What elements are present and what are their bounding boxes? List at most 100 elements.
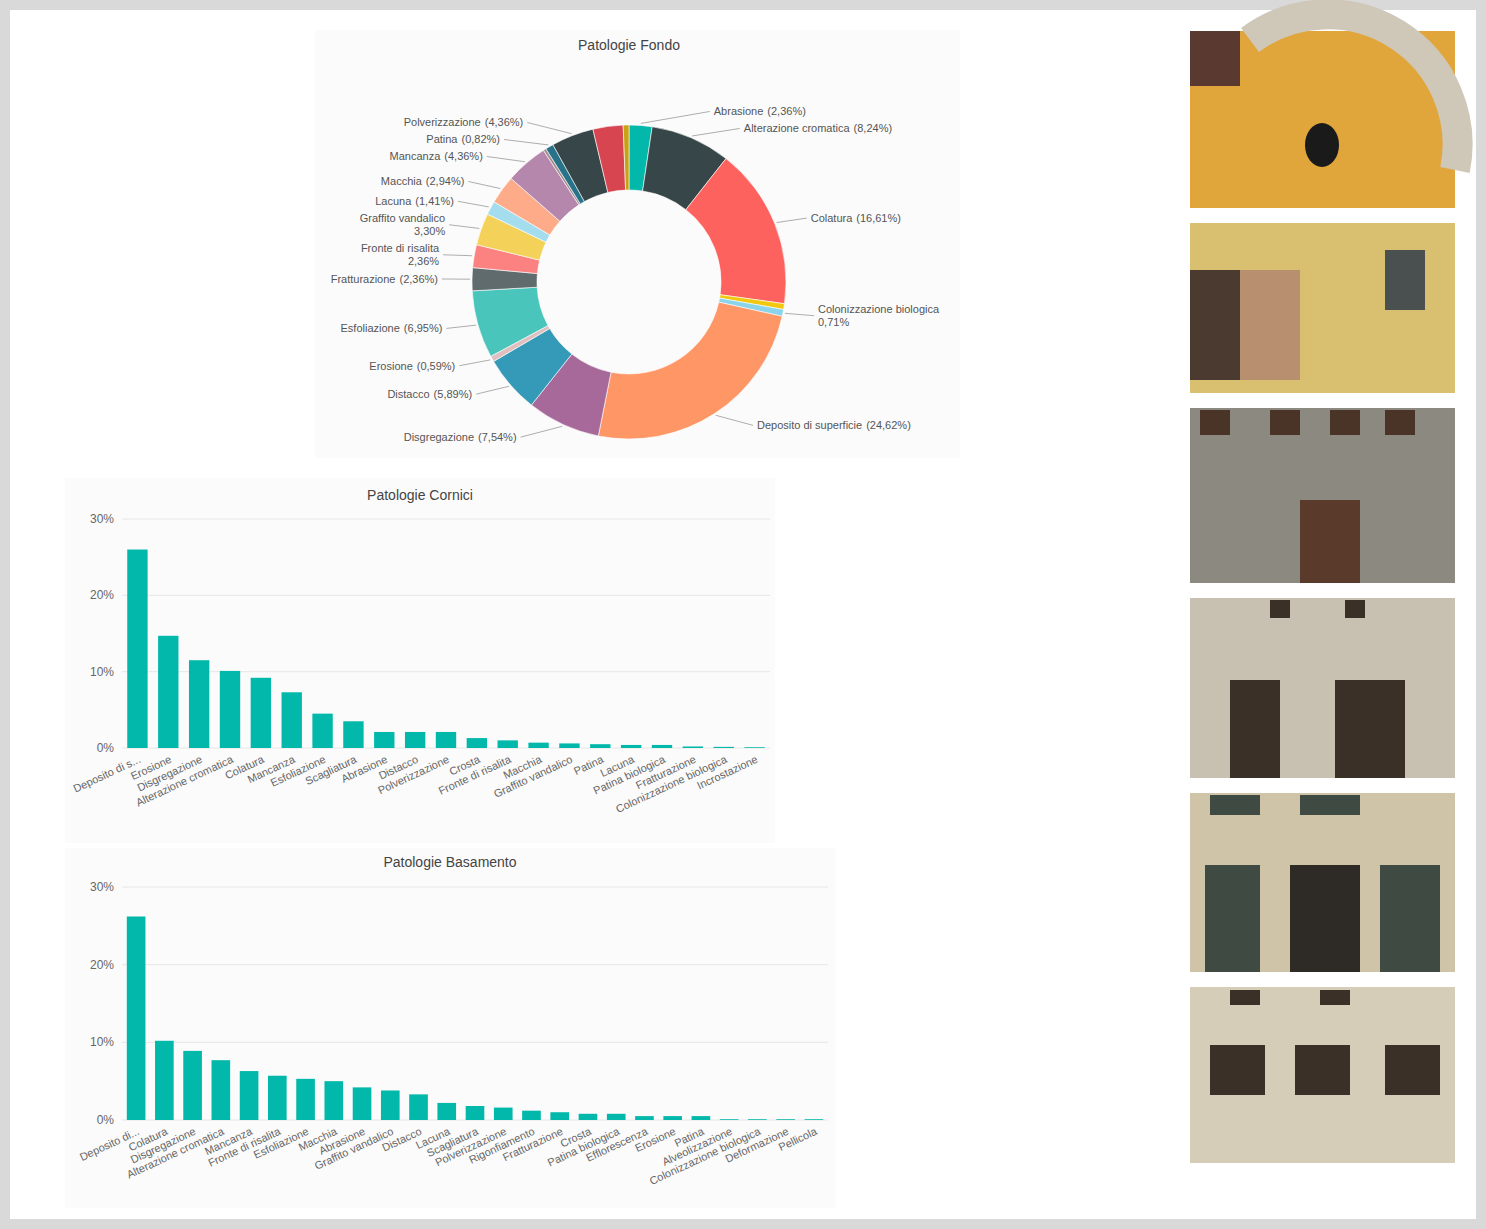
slice-label: Alterazione cromatica(8,24%) bbox=[744, 122, 892, 134]
leader-line bbox=[476, 386, 509, 394]
photo-detail bbox=[1210, 1045, 1265, 1095]
bar bbox=[296, 1079, 315, 1120]
slice-value: (7,54%) bbox=[478, 431, 517, 443]
slice-label: Abrasione(2,36%) bbox=[714, 105, 806, 117]
slice-label: Colonizzazione biologica0,71% bbox=[818, 303, 940, 328]
photo-detail bbox=[1200, 410, 1230, 435]
bar bbox=[744, 747, 764, 748]
bars bbox=[127, 550, 765, 748]
bar bbox=[343, 721, 363, 748]
leader-line bbox=[504, 139, 548, 144]
leader-line bbox=[449, 225, 479, 229]
slice-name: Lacuna bbox=[375, 195, 412, 207]
slice-label: Esfoliazione(6,95%) bbox=[341, 322, 443, 334]
photo-detail bbox=[1320, 990, 1350, 1005]
tick-label: 0% bbox=[97, 741, 115, 755]
bar bbox=[579, 1114, 598, 1120]
bar bbox=[621, 745, 641, 748]
bar bbox=[522, 1111, 541, 1120]
bar bbox=[498, 740, 518, 748]
photo bbox=[1190, 987, 1455, 1163]
slice-name: Colatura bbox=[811, 212, 853, 224]
slice-name: Esfoliazione bbox=[341, 322, 400, 334]
leader-line bbox=[446, 325, 476, 328]
bar bbox=[635, 1116, 654, 1120]
slice-name: Patina bbox=[426, 133, 458, 145]
bar bbox=[805, 1119, 824, 1120]
bar bbox=[353, 1087, 372, 1120]
panel-bg bbox=[65, 848, 835, 1208]
slice-name: Mancanza bbox=[390, 150, 442, 162]
leader-line bbox=[443, 254, 472, 256]
slice-name: Macchia bbox=[381, 175, 423, 187]
category-label: Graffito vandalico bbox=[492, 753, 574, 800]
slice-label: Patina(0,82%) bbox=[426, 133, 500, 145]
tick-label: 0% bbox=[97, 1113, 115, 1127]
slice-value: (4,36%) bbox=[485, 116, 524, 128]
bar bbox=[324, 1081, 343, 1120]
grid-line bbox=[122, 887, 828, 888]
slice-label: Lacuna(1,41%) bbox=[375, 195, 454, 207]
bar bbox=[714, 747, 734, 748]
bar bbox=[127, 550, 147, 748]
slice-value: (16,61%) bbox=[856, 212, 901, 224]
bar bbox=[776, 1119, 795, 1120]
leader-line bbox=[641, 111, 710, 123]
slice-value: (5,89%) bbox=[434, 388, 473, 400]
leader-line bbox=[468, 181, 500, 188]
grid-line bbox=[122, 671, 770, 672]
slice-name: Fronte di risalita bbox=[361, 242, 440, 254]
slice bbox=[623, 125, 629, 190]
photo-detail bbox=[1190, 270, 1240, 380]
slice bbox=[598, 302, 782, 439]
bar bbox=[437, 1103, 456, 1120]
bar bbox=[409, 1094, 428, 1120]
slice-label: Distacco(5,89%) bbox=[387, 388, 472, 400]
bar bbox=[189, 660, 209, 748]
photo-detail bbox=[1345, 600, 1365, 618]
category-label: Erosione bbox=[633, 1125, 677, 1154]
slice-value: 2,36% bbox=[408, 255, 439, 267]
photo-detail bbox=[1210, 795, 1260, 815]
bar bbox=[748, 1119, 767, 1120]
sheet bbox=[10, 10, 1476, 1219]
category-label: Pellicola bbox=[777, 1125, 820, 1154]
leader-line bbox=[521, 426, 563, 437]
slice-value: (2,36%) bbox=[399, 273, 438, 285]
bar bbox=[374, 732, 394, 748]
photo-detail bbox=[1300, 795, 1360, 815]
panel-bg bbox=[65, 478, 775, 843]
photo bbox=[1190, 408, 1455, 583]
bar bbox=[381, 1090, 400, 1120]
bar bbox=[220, 671, 240, 748]
photo-detail bbox=[1330, 410, 1360, 435]
bar-chart: Patologie Basamento0%10%20%30%Deposito d… bbox=[65, 848, 835, 1208]
slice bbox=[686, 159, 786, 304]
leader-line bbox=[776, 218, 806, 222]
slice-value: (24,62%) bbox=[866, 419, 911, 431]
bar bbox=[494, 1108, 513, 1120]
slice-name: Abrasione bbox=[714, 105, 764, 117]
slice-label: Erosione(0,59%) bbox=[369, 360, 455, 372]
panel-bg bbox=[315, 30, 960, 458]
tick-label: 10% bbox=[90, 665, 114, 679]
slice-value: (8,24%) bbox=[854, 122, 893, 134]
bar bbox=[405, 732, 425, 748]
slice-label: Disgregazione(7,54%) bbox=[404, 431, 517, 443]
slice-value: (1,41%) bbox=[415, 195, 454, 207]
photo-detail bbox=[1190, 31, 1240, 86]
slice-label: Fratturazione(2,36%) bbox=[331, 273, 438, 285]
bar-chart: Patologie Cornici0%10%20%30%Deposito di … bbox=[65, 478, 775, 843]
bar bbox=[251, 678, 271, 748]
bar bbox=[127, 917, 146, 1120]
photo-detail bbox=[1385, 1045, 1440, 1095]
photo bbox=[1190, 793, 1455, 972]
leader-line bbox=[487, 156, 525, 161]
leader-line bbox=[692, 128, 740, 136]
photos bbox=[1190, 14, 1458, 1163]
slice-value: 0,71% bbox=[818, 316, 849, 328]
bar bbox=[550, 1112, 569, 1120]
slice-value: (2,94%) bbox=[426, 175, 465, 187]
slice-name: Erosione bbox=[369, 360, 412, 372]
photo-detail bbox=[1250, 14, 1458, 170]
